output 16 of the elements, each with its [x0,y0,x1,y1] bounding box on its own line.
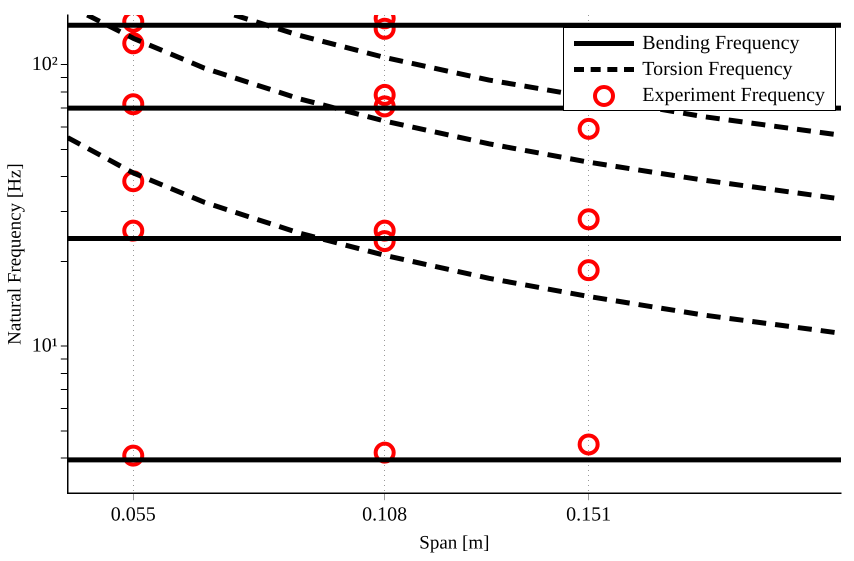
point [578,208,600,230]
x-axis-title: Span [m] [419,532,490,554]
point [122,32,144,54]
legend-label: Torsion Frequency [642,57,793,82]
y-tick-label: 10² [32,52,58,75]
x-tick-label: 0.151 [566,503,612,526]
point [578,259,600,282]
y-axis-title: Natural Frequency [Hz] [4,163,26,345]
point [374,84,396,106]
x-tick-label: 0.055 [110,503,156,526]
y-tick-label: 10¹ [32,334,58,356]
x-tick-label: 0.108 [362,503,408,526]
point [578,118,600,140]
point [578,433,600,456]
legend-label: Bending Frequency [642,31,800,56]
legend-label: Experiment Frequency [642,83,825,108]
